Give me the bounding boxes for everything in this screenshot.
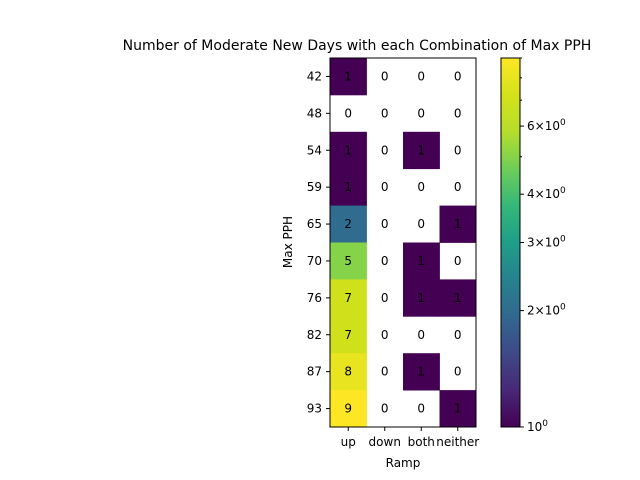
y-tick-label: 48 xyxy=(307,106,322,120)
y-axis-label: Max PPH xyxy=(281,216,295,268)
colorbar-ticks: 100 2×100 3×100 4×100 6×100 xyxy=(520,57,566,434)
heatmap-cell xyxy=(330,58,367,96)
heatmap-cell xyxy=(330,242,367,280)
heatmap-cells xyxy=(330,58,477,428)
cell-value-label: 0 xyxy=(381,106,389,120)
cell-value-label: 0 xyxy=(381,180,389,194)
cell-value-label: 0 xyxy=(417,328,425,342)
y-tick-label: 70 xyxy=(307,254,322,268)
cell-value-label: 0 xyxy=(454,69,462,83)
cell-value-label: 2 xyxy=(344,217,352,231)
cell-value-label: 7 xyxy=(344,328,352,342)
cell-value-label: 0 xyxy=(417,402,425,416)
cell-value-label: 1 xyxy=(454,402,462,416)
cell-value-label: 1 xyxy=(454,217,462,231)
cell-value-label: 5 xyxy=(344,254,352,268)
colorbar-tick-label: 2×100 xyxy=(527,303,566,318)
chart-title: Number of Moderate New Days with each Co… xyxy=(123,38,592,54)
heatmap-cell xyxy=(330,279,367,317)
x-tick-label: neither xyxy=(436,435,479,449)
y-axis: 42 48 54 59 65 70 76 82 87 93 xyxy=(307,69,330,416)
colorbar-tick-label: 6×100 xyxy=(527,118,566,133)
cell-value-label: 0 xyxy=(454,254,462,268)
cell-value-label: 0 xyxy=(417,180,425,194)
heatmap-cell xyxy=(330,131,367,170)
heatmap-cell xyxy=(439,390,477,428)
heatmap-cell xyxy=(330,316,367,354)
cell-value-label: 1 xyxy=(344,69,352,83)
cell-value-label: 1 xyxy=(344,143,352,157)
cell-value-label: 0 xyxy=(417,69,425,83)
y-tick-label: 76 xyxy=(307,291,322,305)
cell-value-labels: 1 0 0 0 0 0 0 0 1 0 1 0 1 0 0 0 2 0 0 1 5 0 1 0 7 0 1 1 7 0 0 0 8 0 1 0 9 0 0 1 xyxy=(344,69,461,415)
cell-value-label: 1 xyxy=(417,143,425,157)
heatmap-cell xyxy=(439,279,477,317)
heatmap-cell xyxy=(330,353,367,391)
colorbar-tick-label: 100 xyxy=(527,419,548,434)
cell-value-label: 1 xyxy=(417,365,425,379)
cell-value-label: 0 xyxy=(417,217,425,231)
cell-value-label: 0 xyxy=(381,143,389,157)
cell-value-label: 0 xyxy=(381,402,389,416)
cell-value-label: 0 xyxy=(381,365,389,379)
cell-value-label: 0 xyxy=(417,106,425,120)
y-tick-label: 93 xyxy=(307,402,322,416)
y-tick-label: 65 xyxy=(307,217,322,231)
colorbar xyxy=(500,57,521,428)
x-tick-label: up xyxy=(341,435,356,449)
heatmap-cell xyxy=(439,205,477,243)
heatmap-cell xyxy=(330,390,367,428)
cell-value-label: 9 xyxy=(344,402,352,416)
x-axis: up down both neither xyxy=(341,427,479,449)
cell-value-label: 1 xyxy=(417,291,425,305)
cell-value-label: 0 xyxy=(381,291,389,305)
y-tick-label: 42 xyxy=(307,69,322,83)
plot-frame xyxy=(329,57,477,428)
cell-value-label: 8 xyxy=(344,365,352,379)
cell-value-label: 1 xyxy=(454,291,462,305)
heatmap-cell xyxy=(330,205,367,243)
heatmap-cell xyxy=(403,131,440,170)
y-tick-label: 87 xyxy=(307,365,322,379)
heatmap-cell xyxy=(403,279,440,317)
heatmap-cell xyxy=(403,353,440,391)
cell-value-label: 0 xyxy=(454,365,462,379)
cell-value-label: 1 xyxy=(344,180,352,194)
cell-value-label: 0 xyxy=(381,217,389,231)
cell-value-label: 0 xyxy=(454,143,462,157)
cell-value-label: 0 xyxy=(381,69,389,83)
x-tick-label: down xyxy=(369,435,401,449)
cell-value-label: 0 xyxy=(344,106,352,120)
cell-value-label: 1 xyxy=(417,254,425,268)
y-tick-label: 54 xyxy=(307,143,322,157)
x-tick-label: both xyxy=(408,435,435,449)
colorbar-tick-label: 3×100 xyxy=(527,235,566,250)
cell-value-label: 0 xyxy=(381,254,389,268)
x-axis-label: Ramp xyxy=(386,456,421,470)
heatmap-cell xyxy=(403,242,440,280)
cell-value-label: 0 xyxy=(381,328,389,342)
y-tick-label: 82 xyxy=(307,328,322,342)
cell-value-label: 0 xyxy=(454,106,462,120)
cell-value-label: 7 xyxy=(344,291,352,305)
colorbar-tick-label: 4×100 xyxy=(527,186,566,201)
cell-value-label: 0 xyxy=(454,180,462,194)
cell-value-label: 0 xyxy=(454,328,462,342)
heatmap-cell xyxy=(330,168,367,206)
y-tick-label: 59 xyxy=(307,180,322,194)
